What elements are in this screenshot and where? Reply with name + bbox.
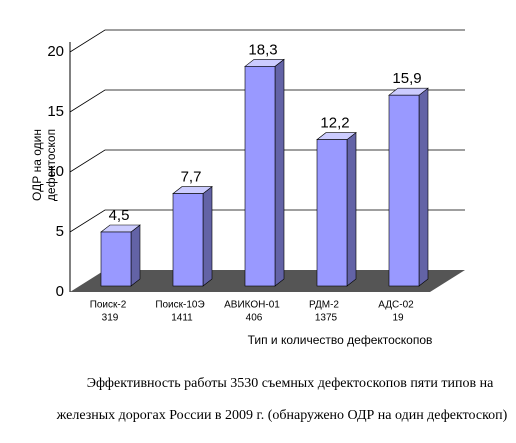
x-tick-label: 1411 (171, 313, 193, 324)
x-tick-label: АВИКОН-01 (224, 300, 280, 311)
bar-side (202, 185, 213, 287)
x-tick-label: 406 (246, 313, 263, 324)
bar-side (346, 131, 357, 287)
x-tick-label: 19 (392, 313, 404, 324)
data-label: 4,5 (109, 207, 130, 224)
data-label: 7,7 (181, 169, 202, 186)
y-tick-label: 5 (56, 223, 64, 240)
x-tick-label: АДС-02 (378, 300, 414, 311)
x-tick-label: Поиск-2 (90, 300, 127, 311)
y-axis-title: дефектоскоп (44, 129, 58, 201)
y-tick-label: 0 (56, 283, 64, 300)
caption: железных дорогах России в 2009 г. (обнар… (56, 408, 508, 423)
bar (172, 193, 204, 287)
bar (316, 139, 348, 287)
bar (388, 94, 420, 287)
x-tick-label: Поиск-10Э (155, 300, 204, 311)
data-label: 12,2 (320, 115, 349, 132)
bar-side (274, 58, 285, 287)
y-tick-label: 15 (47, 103, 64, 120)
x-tick-label: 1375 (315, 313, 338, 324)
x-axis-title: Тип и количество дефектоскопов (248, 333, 433, 347)
bar-side (130, 224, 141, 287)
bar-side (418, 87, 429, 287)
y-tick-label: 10 (47, 163, 64, 180)
y-tick-label: 20 (47, 43, 64, 60)
x-tick-label: 319 (102, 313, 119, 324)
y-axis-title: ОДР на один (30, 129, 44, 201)
data-label: 18,3 (248, 41, 277, 58)
bar (244, 66, 276, 287)
caption: Эффективность работы 3530 съемных дефект… (87, 376, 494, 391)
grid-line (69, 29, 465, 53)
x-tick-label: РДМ-2 (309, 300, 339, 311)
bar (100, 231, 132, 287)
data-label: 15,9 (392, 70, 421, 87)
grid-line (69, 89, 465, 113)
